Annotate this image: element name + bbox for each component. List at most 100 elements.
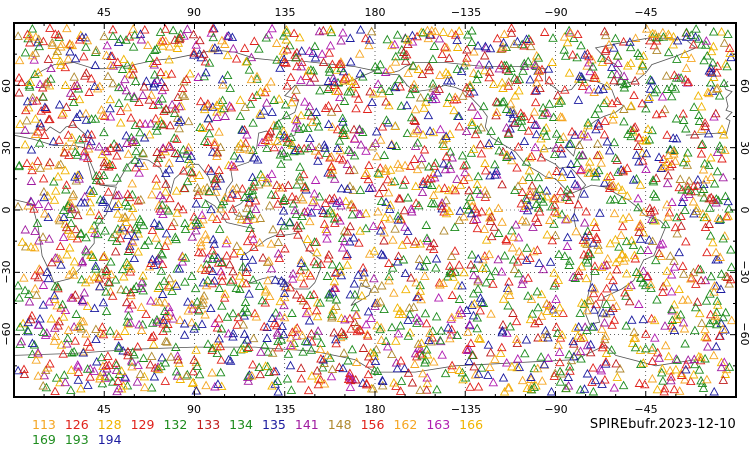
observation-marker xyxy=(174,123,184,133)
observation-marker xyxy=(587,54,597,64)
observation-marker xyxy=(73,367,84,376)
observation-marker xyxy=(56,340,67,349)
observation-marker xyxy=(434,183,444,193)
observation-marker xyxy=(467,300,477,310)
observation-marker xyxy=(419,103,429,112)
observation-marker xyxy=(344,165,355,175)
observation-marker xyxy=(709,287,719,296)
observation-marker xyxy=(645,84,656,93)
observation-marker xyxy=(593,240,603,249)
observation-marker xyxy=(633,48,643,57)
observation-marker xyxy=(327,208,338,218)
observation-marker xyxy=(273,248,284,258)
observation-marker xyxy=(416,153,427,163)
observation-marker xyxy=(473,333,484,342)
observation-marker xyxy=(396,355,406,365)
observation-marker xyxy=(709,350,719,360)
observation-marker xyxy=(411,351,422,361)
observation-marker xyxy=(221,250,232,260)
observation-marker xyxy=(501,122,512,132)
observation-marker xyxy=(306,141,316,150)
observation-marker xyxy=(256,347,266,356)
observation-marker xyxy=(157,259,168,269)
observation-marker xyxy=(704,203,715,212)
observation-marker xyxy=(215,367,226,377)
observation-marker xyxy=(285,360,296,370)
observation-marker xyxy=(342,226,353,236)
observation-marker xyxy=(718,324,728,333)
observation-marker xyxy=(665,251,676,260)
observation-marker xyxy=(545,257,556,266)
observation-marker xyxy=(692,203,702,213)
observation-marker xyxy=(79,287,90,297)
observation-marker xyxy=(452,35,462,44)
observation-marker xyxy=(597,379,607,388)
observation-marker xyxy=(350,374,361,384)
observation-marker xyxy=(600,116,610,125)
observation-marker xyxy=(700,353,710,363)
observation-marker xyxy=(711,319,722,329)
observation-marker xyxy=(279,220,289,230)
observation-marker xyxy=(590,261,600,270)
observation-marker xyxy=(443,185,454,195)
observation-marker xyxy=(650,215,661,225)
observation-marker xyxy=(609,315,620,324)
observation-marker xyxy=(154,200,164,210)
observation-marker xyxy=(154,253,164,263)
observation-marker xyxy=(327,312,337,322)
observation-marker xyxy=(148,339,159,349)
observation-marker xyxy=(531,129,542,139)
observation-marker xyxy=(700,118,710,127)
observation-marker xyxy=(461,57,471,67)
observation-marker xyxy=(390,121,400,131)
observation-marker xyxy=(633,141,643,150)
observation-marker xyxy=(105,103,115,113)
observation-marker xyxy=(128,135,139,145)
observation-marker xyxy=(207,212,218,221)
observation-marker xyxy=(68,189,79,199)
observation-marker xyxy=(151,180,162,190)
observation-marker xyxy=(98,195,109,204)
observation-marker xyxy=(556,96,567,105)
observation-marker xyxy=(54,32,64,41)
observation-marker xyxy=(666,320,677,330)
observation-marker xyxy=(723,29,733,38)
observation-marker xyxy=(26,196,36,206)
observation-marker xyxy=(53,171,63,181)
observation-marker xyxy=(398,254,409,264)
observation-marker xyxy=(360,33,371,43)
observation-marker xyxy=(217,257,227,266)
observation-marker xyxy=(463,327,473,336)
observation-marker xyxy=(326,27,337,37)
observation-marker xyxy=(412,164,423,174)
observation-marker xyxy=(296,255,307,265)
observation-marker xyxy=(519,136,530,146)
top-longitude-labels: 45 90 135 180 −135 −90 −45 xyxy=(97,6,658,19)
observation-marker xyxy=(195,237,206,247)
observation-marker xyxy=(539,143,549,153)
observation-marker xyxy=(355,24,366,34)
right-lat-label: 60 xyxy=(738,79,750,93)
observation-marker xyxy=(498,83,508,92)
observation-marker xyxy=(339,96,350,105)
observation-marker xyxy=(13,280,23,290)
observation-marker xyxy=(263,136,274,145)
observation-marker xyxy=(47,40,58,49)
observation-marker xyxy=(472,223,483,233)
observation-marker xyxy=(182,149,192,158)
observation-marker xyxy=(242,343,253,352)
observation-marker xyxy=(531,191,542,200)
observation-marker xyxy=(331,338,341,348)
observation-marker xyxy=(623,282,634,291)
observation-marker xyxy=(493,228,504,237)
observation-marker xyxy=(58,312,69,321)
observation-marker xyxy=(240,303,251,313)
observation-marker xyxy=(724,362,735,371)
observation-marker xyxy=(56,260,66,269)
observation-marker xyxy=(296,363,306,372)
observation-marker xyxy=(152,147,162,156)
observation-marker xyxy=(82,364,93,373)
observation-marker xyxy=(54,135,64,144)
observation-marker xyxy=(369,273,379,283)
observation-marker xyxy=(178,165,189,175)
